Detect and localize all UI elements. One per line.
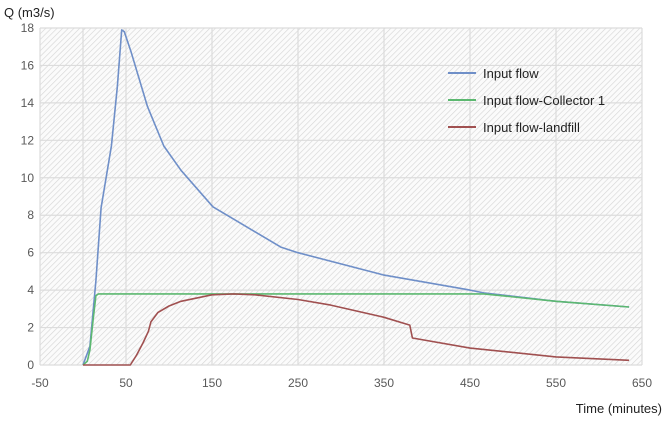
y-tick-label: 0 (27, 358, 34, 372)
y-tick-label: 16 (21, 58, 35, 72)
x-tick-label: 450 (460, 376, 480, 390)
x-axis-label: Time (minutes) (576, 401, 662, 416)
legend: Input flow Input flow-Collector 1 Input fl… (448, 66, 605, 135)
gridlines (39, 27, 643, 366)
y-tick-label: 4 (27, 283, 34, 297)
x-tick-label: 150 (202, 376, 222, 390)
y-axis-label: Q (m3/s) (4, 5, 55, 20)
series-line-1 (82, 293, 630, 366)
series-line-2 (83, 293, 630, 366)
y-tick-label: 14 (21, 96, 35, 110)
legend-label: Input flow-Collector 1 (483, 93, 605, 108)
x-tick-label: 250 (288, 376, 308, 390)
legend-label: Input flow-landfill (483, 120, 580, 135)
y-tick-label: 10 (21, 171, 35, 185)
x-tick-label: -50 (31, 376, 49, 390)
x-axis-ticks: -50 50 150 250 350 450 550 650 (31, 376, 652, 390)
series-lines (82, 29, 630, 366)
y-axis-ticks: 0 2 4 6 8 10 12 14 16 18 (21, 21, 35, 372)
y-tick-label: 6 (27, 246, 34, 260)
x-tick-label: 650 (632, 376, 652, 390)
y-tick-label: 12 (21, 133, 35, 147)
x-tick-label: 350 (374, 376, 394, 390)
y-tick-label: 2 (27, 321, 34, 335)
plot-area (40, 28, 642, 365)
y-tick-label: 8 (27, 208, 34, 222)
y-tick-label: 18 (21, 21, 35, 35)
x-tick-label: 550 (546, 376, 566, 390)
x-tick-label: 50 (119, 376, 133, 390)
legend-label: Input flow (483, 66, 539, 81)
series-line-0 (82, 29, 630, 366)
